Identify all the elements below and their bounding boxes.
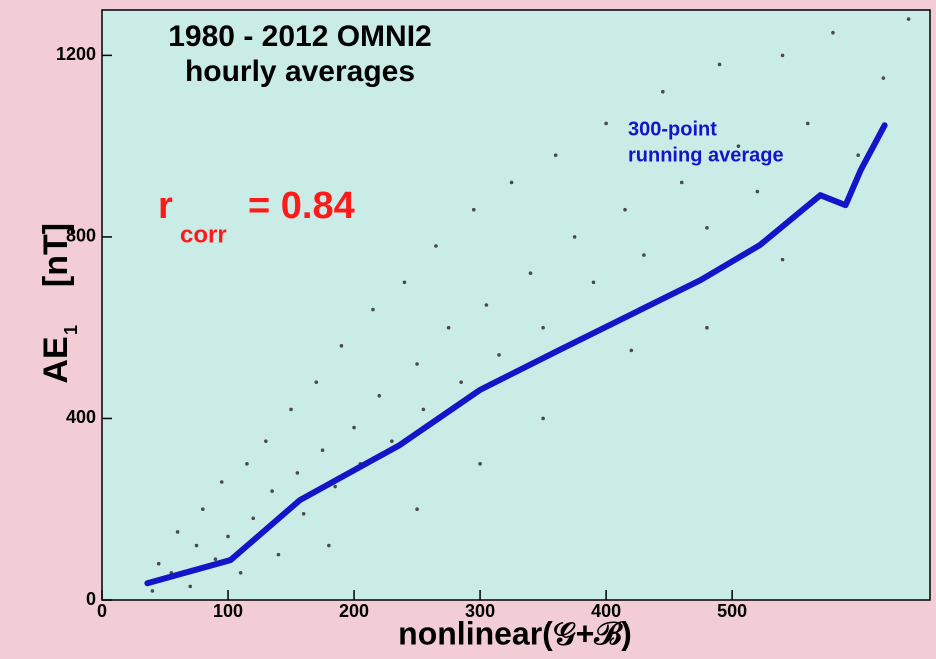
- scatter-point: [780, 257, 785, 262]
- y-label-sub: 1: [61, 325, 81, 335]
- scatter-point: [339, 344, 344, 348]
- chart-title: hourly averages: [185, 55, 415, 88]
- scatter-point: [471, 207, 476, 212]
- scatter-point: [213, 557, 218, 561]
- scatter-point: [415, 507, 419, 512]
- scatter-point: [541, 325, 545, 330]
- y-label-main: AE: [37, 336, 75, 383]
- scatter-point: [371, 307, 375, 312]
- x-tick-label: 200: [339, 601, 369, 621]
- scatter-point: [572, 235, 577, 239]
- y-tick-label: 0: [86, 589, 96, 609]
- scatter-point: [301, 511, 306, 516]
- scatter-point: [736, 144, 741, 148]
- scatter-point: [755, 189, 760, 194]
- scatter-point: [333, 484, 337, 489]
- scatter-point: [478, 462, 482, 466]
- scatter-point: [289, 407, 293, 412]
- y-tick-label: 1200: [56, 44, 96, 64]
- scatter-point: [194, 543, 199, 548]
- line-annotation: running average: [628, 144, 784, 166]
- scatter-point: [320, 448, 325, 453]
- scatter-point: [434, 244, 438, 248]
- scatter-point: [541, 416, 545, 421]
- scatter-point: [459, 380, 463, 384]
- scatter-point: [188, 584, 193, 589]
- scatter-point: [604, 121, 608, 126]
- scatter-point: [446, 325, 451, 330]
- scatter-point: [780, 53, 785, 58]
- scatter-point: [264, 439, 268, 443]
- scatter-point: [251, 516, 256, 521]
- scatter-point: [390, 439, 394, 443]
- r-value: = 0.84: [248, 185, 355, 227]
- scatter-point: [276, 552, 281, 557]
- scatter-point: [175, 530, 180, 534]
- line-annotation: 300-point: [628, 118, 717, 140]
- scatter-point: [238, 570, 243, 575]
- x-tick-label: 0: [97, 601, 107, 621]
- scatter-point: [856, 153, 860, 158]
- scatter-point: [377, 393, 382, 398]
- x-tick-label: 500: [717, 601, 747, 621]
- scatter-point: [705, 226, 709, 230]
- y-tick-label: 800: [66, 226, 96, 246]
- scatter-point: [642, 253, 646, 257]
- scatter-point: [352, 425, 356, 430]
- scatter-point: [717, 62, 722, 67]
- running-average-line: [144, 122, 888, 587]
- scatter-point: [270, 489, 274, 493]
- r-sub: corr: [180, 221, 227, 248]
- scatter-point: [156, 561, 161, 566]
- scatter-point: [705, 325, 709, 330]
- x-tick-label: 400: [591, 601, 621, 621]
- scatter-point: [805, 121, 810, 126]
- scatter-point: [881, 76, 886, 80]
- scatter-point: [553, 153, 558, 158]
- scatter-point: [314, 380, 319, 384]
- scatter-point: [219, 480, 224, 484]
- scatter-point: [245, 462, 249, 466]
- scatter-point: [201, 507, 205, 512]
- x-tick-label: 100: [213, 601, 243, 621]
- scatter-point: [484, 303, 489, 307]
- scatter-point: [497, 353, 501, 357]
- scatter-point: [906, 17, 911, 21]
- scatter-point: [528, 271, 533, 276]
- scatter-point: [226, 534, 230, 539]
- scatter-point: [295, 471, 300, 475]
- x-tick-label: 300: [465, 601, 495, 621]
- y-axis-label: AE 1 [nT]: [37, 223, 81, 384]
- scatter-point: [623, 207, 627, 212]
- y-tick-label: 400: [66, 407, 96, 427]
- x-axis-label: nonlinear(𝒢+ℬ): [398, 615, 632, 651]
- scatter-point: [629, 348, 634, 353]
- scatter-point: [661, 89, 665, 94]
- correlation-annotation: r corr = 0.84: [158, 185, 355, 248]
- scatter-point: [509, 180, 514, 185]
- r-main: r: [158, 185, 173, 227]
- scatter-point: [831, 30, 835, 35]
- scatter-point: [402, 280, 407, 285]
- chart-title: 1980 - 2012 OMNI2: [168, 20, 431, 53]
- scatter-point: [679, 180, 684, 185]
- scatter-point: [421, 407, 426, 412]
- y-label-unit: [nT]: [37, 223, 75, 287]
- scatter-point: [415, 362, 419, 366]
- scatter-point: [591, 280, 596, 285]
- scatter-point: [150, 589, 155, 593]
- scatter-point: [327, 543, 331, 548]
- plot-area: [101, 9, 931, 601]
